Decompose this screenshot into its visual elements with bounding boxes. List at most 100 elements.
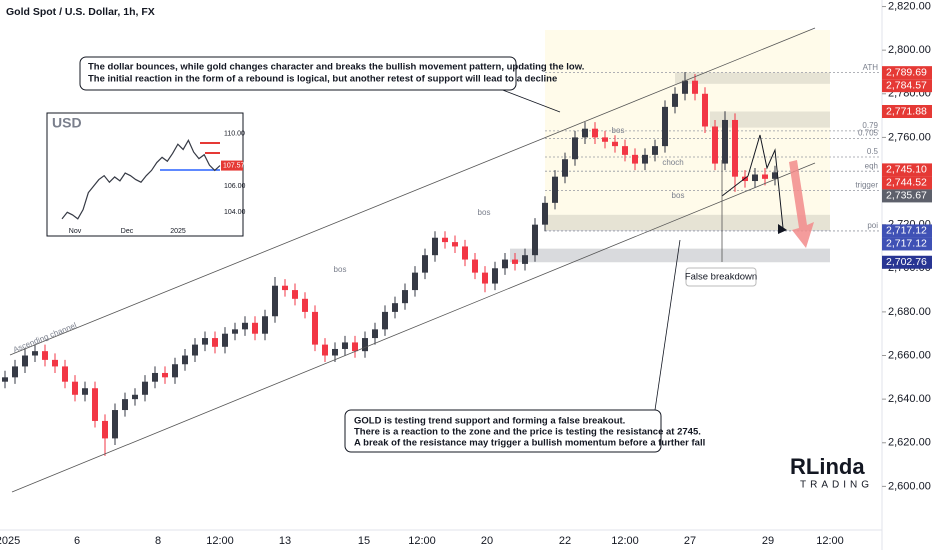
price-badge-label: 2,744.52 bbox=[886, 177, 927, 189]
candle-body bbox=[332, 348, 338, 356]
candle-body bbox=[452, 242, 458, 247]
x-tick-label: 2025 bbox=[0, 535, 20, 547]
note-text: GOLD is testing trend support and formin… bbox=[354, 416, 625, 427]
candle-body bbox=[632, 154, 638, 164]
candle-body bbox=[42, 351, 48, 360]
candle-body bbox=[562, 159, 568, 177]
x-tick-label: 6 bbox=[74, 535, 80, 547]
candle-body bbox=[82, 388, 88, 395]
candle-body bbox=[192, 344, 198, 356]
level-name: eqh bbox=[865, 161, 878, 170]
candle-body bbox=[422, 255, 428, 273]
annotation: False breakdown bbox=[685, 272, 757, 283]
y-tick-label: 2,620.00 bbox=[888, 437, 931, 449]
note-text: A break of the resistance may trigger a … bbox=[354, 438, 705, 449]
level-name: trigger bbox=[855, 181, 878, 190]
candle-body bbox=[202, 338, 208, 345]
candle-body bbox=[612, 141, 618, 147]
y-tick-label: 2,800.00 bbox=[888, 44, 931, 56]
candle-body bbox=[532, 224, 538, 256]
candle-body bbox=[72, 381, 78, 395]
candle-body bbox=[402, 290, 408, 304]
candle-body bbox=[732, 119, 738, 177]
candle-body bbox=[662, 106, 668, 147]
candle-body bbox=[12, 366, 18, 378]
candle-body bbox=[362, 338, 368, 352]
candle-body bbox=[682, 80, 688, 94]
candle-body bbox=[222, 333, 228, 347]
watermark: RLinda bbox=[790, 454, 865, 479]
x-tick-label: 8 bbox=[155, 535, 161, 547]
candle-body bbox=[22, 355, 28, 367]
x-tick-label: 12:00 bbox=[611, 535, 639, 547]
note-text: The initial reaction in the form of a re… bbox=[88, 74, 557, 85]
chart-title: Gold Spot / U.S. Dollar, 1h, FX bbox=[6, 6, 155, 18]
watermark: TRADING bbox=[800, 480, 873, 491]
x-tick-label: 12:00 bbox=[206, 535, 234, 547]
candle-body bbox=[342, 342, 348, 349]
annotation: bos bbox=[672, 191, 685, 200]
x-tick-label: 27 bbox=[684, 535, 696, 547]
arrow-head bbox=[778, 224, 787, 234]
scenario-path bbox=[721, 134, 784, 229]
candle-body bbox=[442, 237, 448, 243]
price-badge bbox=[882, 79, 932, 93]
channel-upper bbox=[9, 27, 816, 356]
price-badge bbox=[882, 255, 932, 269]
inset-x-label: Nov bbox=[69, 228, 82, 235]
candle-body bbox=[762, 174, 768, 179]
candle-body bbox=[242, 322, 248, 330]
y-tick-label: 2,640.00 bbox=[888, 393, 931, 405]
zone bbox=[510, 248, 830, 263]
candle-body bbox=[462, 246, 468, 260]
annotation: bos bbox=[612, 126, 625, 135]
candle-body bbox=[702, 93, 708, 127]
zone bbox=[710, 111, 830, 128]
candle-body bbox=[122, 399, 128, 411]
candle-body bbox=[252, 322, 258, 334]
candle-body bbox=[392, 303, 398, 312]
candle-body bbox=[502, 259, 508, 269]
price-badge bbox=[882, 224, 932, 238]
candle-body bbox=[172, 364, 178, 378]
x-tick-label: 12:00 bbox=[816, 535, 844, 547]
label-box bbox=[685, 267, 757, 287]
candle-body bbox=[312, 311, 318, 345]
y-tick-label: 2,680.00 bbox=[888, 306, 931, 318]
zone bbox=[545, 214, 830, 231]
candle-body bbox=[752, 174, 758, 182]
red-arrow bbox=[789, 160, 814, 248]
y-tick-label: 2,660.00 bbox=[888, 349, 931, 361]
candle-body bbox=[32, 351, 38, 356]
candle-body bbox=[622, 146, 628, 155]
level-name: ATH bbox=[863, 63, 879, 72]
candle-body bbox=[692, 80, 698, 94]
annotation: choch bbox=[662, 158, 683, 167]
plot bbox=[2, 30, 880, 456]
candle-body bbox=[102, 420, 108, 439]
price-badge bbox=[882, 163, 932, 177]
candle-body bbox=[132, 394, 138, 400]
inset-line bbox=[61, 139, 221, 220]
y-tick-label: 2,820.00 bbox=[888, 0, 931, 12]
price-badge-label: 2,702.76 bbox=[886, 256, 927, 268]
candle-body bbox=[582, 128, 588, 138]
zone bbox=[675, 72, 830, 84]
candle-body bbox=[512, 259, 518, 264]
level-name: 0.5 bbox=[867, 147, 879, 156]
inset-x-label: Dec bbox=[121, 228, 134, 235]
price-badge-label: 2,784.57 bbox=[886, 79, 927, 91]
price-badge bbox=[882, 104, 932, 118]
candle-body bbox=[382, 311, 388, 330]
price-badge-label: 2,789.69 bbox=[886, 66, 927, 78]
candle-body bbox=[62, 366, 68, 382]
inset-tick-label: 110.00 bbox=[224, 131, 245, 138]
callout-box bbox=[344, 409, 662, 453]
candle-body bbox=[272, 285, 278, 317]
candle-body bbox=[592, 128, 598, 138]
candle-body bbox=[432, 237, 438, 256]
price-badge-label: 2,771.88 bbox=[886, 105, 927, 117]
inset-tick-label: 104.00 bbox=[224, 209, 246, 216]
